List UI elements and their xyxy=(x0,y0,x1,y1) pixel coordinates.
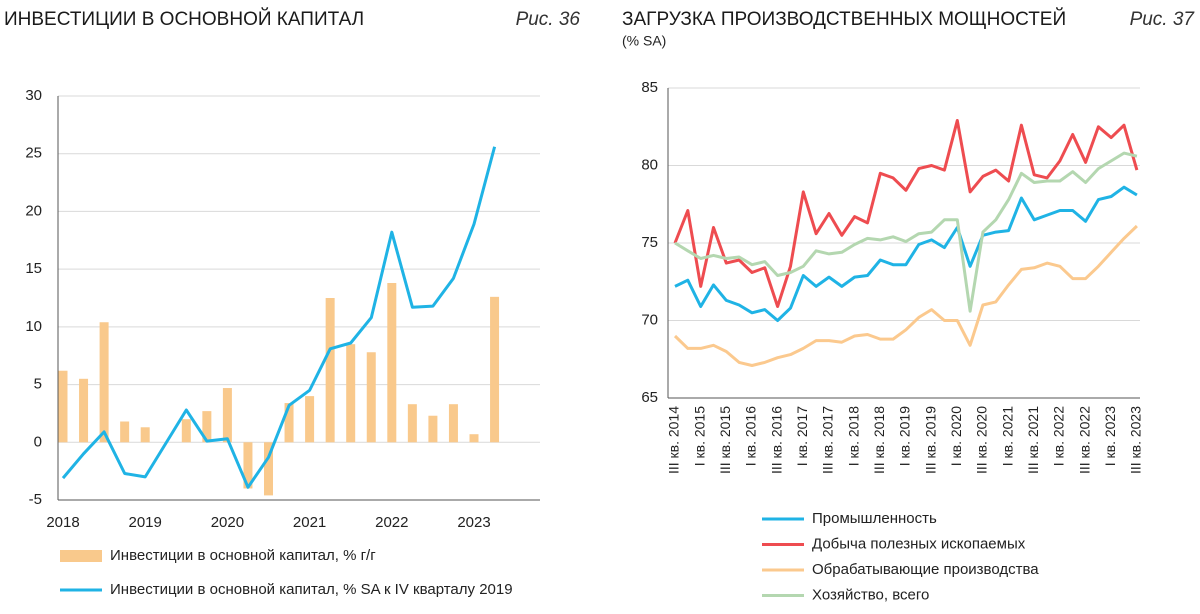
bar xyxy=(99,322,109,443)
x-tick-label: I кв. 2017 xyxy=(794,406,810,466)
bar xyxy=(222,388,232,443)
bar xyxy=(448,404,458,443)
y-tick-label: 85 xyxy=(641,79,658,96)
x-tick-label: 2020 xyxy=(211,514,244,531)
x-tick-label: III кв. 2017 xyxy=(820,406,836,474)
x-tick-label: 2018 xyxy=(46,514,79,531)
y-tick-label: 0 xyxy=(34,433,42,450)
bar xyxy=(469,434,479,443)
bar xyxy=(346,344,356,443)
bar xyxy=(264,442,273,496)
bar xyxy=(490,296,500,443)
bar xyxy=(79,378,89,443)
x-tick-label: I кв. 2015 xyxy=(691,406,707,466)
x-tick-label: III кв. 2016 xyxy=(768,406,784,474)
y-tick-label: 80 xyxy=(641,156,658,173)
y-tick-label: 65 xyxy=(641,389,658,406)
chart-title: ИНВЕСТИЦИИ В ОСНОВНОЙ КАПИТАЛ xyxy=(4,8,364,30)
x-tick-label: III кв. 2015 xyxy=(717,406,733,474)
x-tick-label: III кв. 2018 xyxy=(871,406,887,474)
line xyxy=(673,119,1139,308)
x-tick-label: 2023 xyxy=(457,514,490,531)
line xyxy=(61,146,497,489)
figure-label: Рис. 37 xyxy=(1130,9,1196,30)
bar xyxy=(284,403,294,443)
x-tick-label: III кв. 2022 xyxy=(1076,406,1092,474)
x-tick-label: III кв. 2014 xyxy=(666,406,682,474)
legend-label: Добыча полезных ископаемых xyxy=(812,535,1026,552)
y-tick-label: 75 xyxy=(641,234,658,251)
legend-label: Инвестиции в основной капитал, % SA к IV… xyxy=(110,581,513,598)
x-tick-label: I кв. 2018 xyxy=(845,406,861,466)
legend-swatch xyxy=(60,550,102,562)
bar xyxy=(428,415,438,443)
figure-label: Рис. 36 xyxy=(516,9,581,30)
chart-subtitle: (% SA) xyxy=(622,33,666,49)
legend-label: Промышленность xyxy=(812,510,937,527)
y-tick-label: 25 xyxy=(25,145,42,162)
x-tick-label: I кв. 2020 xyxy=(948,406,964,466)
line xyxy=(674,185,1138,322)
legend-label: Обрабатывающие производства xyxy=(812,561,1039,578)
y-tick-label: 15 xyxy=(25,260,42,277)
x-tick-label: III кв. 2019 xyxy=(922,406,938,474)
x-tick-label: 2022 xyxy=(375,514,408,531)
bar xyxy=(202,411,212,443)
bar xyxy=(243,442,253,489)
bar xyxy=(366,352,376,443)
legend-label: Инвестиции в основной капитал, % г/г xyxy=(110,547,376,564)
line xyxy=(674,151,1138,313)
x-tick-label: 2021 xyxy=(293,514,326,531)
y-tick-label: 30 xyxy=(25,87,42,104)
bar xyxy=(140,427,150,443)
x-tick-label: I кв. 2023 xyxy=(1102,406,1118,466)
bar xyxy=(325,298,335,443)
x-tick-label: III кв. 2023 xyxy=(1128,406,1144,474)
y-tick-label: 20 xyxy=(25,202,42,219)
bar xyxy=(305,396,315,443)
y-tick-label: 70 xyxy=(641,311,658,328)
x-tick-label: I кв. 2019 xyxy=(897,406,913,466)
chart-title: ЗАГРУЗКА ПРОИЗВОДСТВЕННЫХ МОЩНОСТЕЙ xyxy=(622,8,1066,30)
y-tick-label: 10 xyxy=(25,318,42,335)
x-tick-label: I кв. 2021 xyxy=(999,406,1015,466)
bar xyxy=(58,370,68,443)
x-tick-label: 2019 xyxy=(129,514,162,531)
bar xyxy=(120,421,130,443)
bar xyxy=(387,282,397,443)
x-tick-label: III кв. 2020 xyxy=(974,406,990,474)
y-tick-label: -5 xyxy=(29,491,42,508)
bar xyxy=(181,419,191,443)
line xyxy=(673,224,1138,367)
legend-label: Хозяйство, всего xyxy=(812,586,929,603)
x-tick-label: III кв. 2021 xyxy=(1025,406,1041,474)
bar xyxy=(407,404,417,443)
x-tick-label: I кв. 2022 xyxy=(1051,406,1067,466)
y-tick-label: 5 xyxy=(34,376,42,393)
x-tick-label: I кв. 2016 xyxy=(743,406,759,466)
